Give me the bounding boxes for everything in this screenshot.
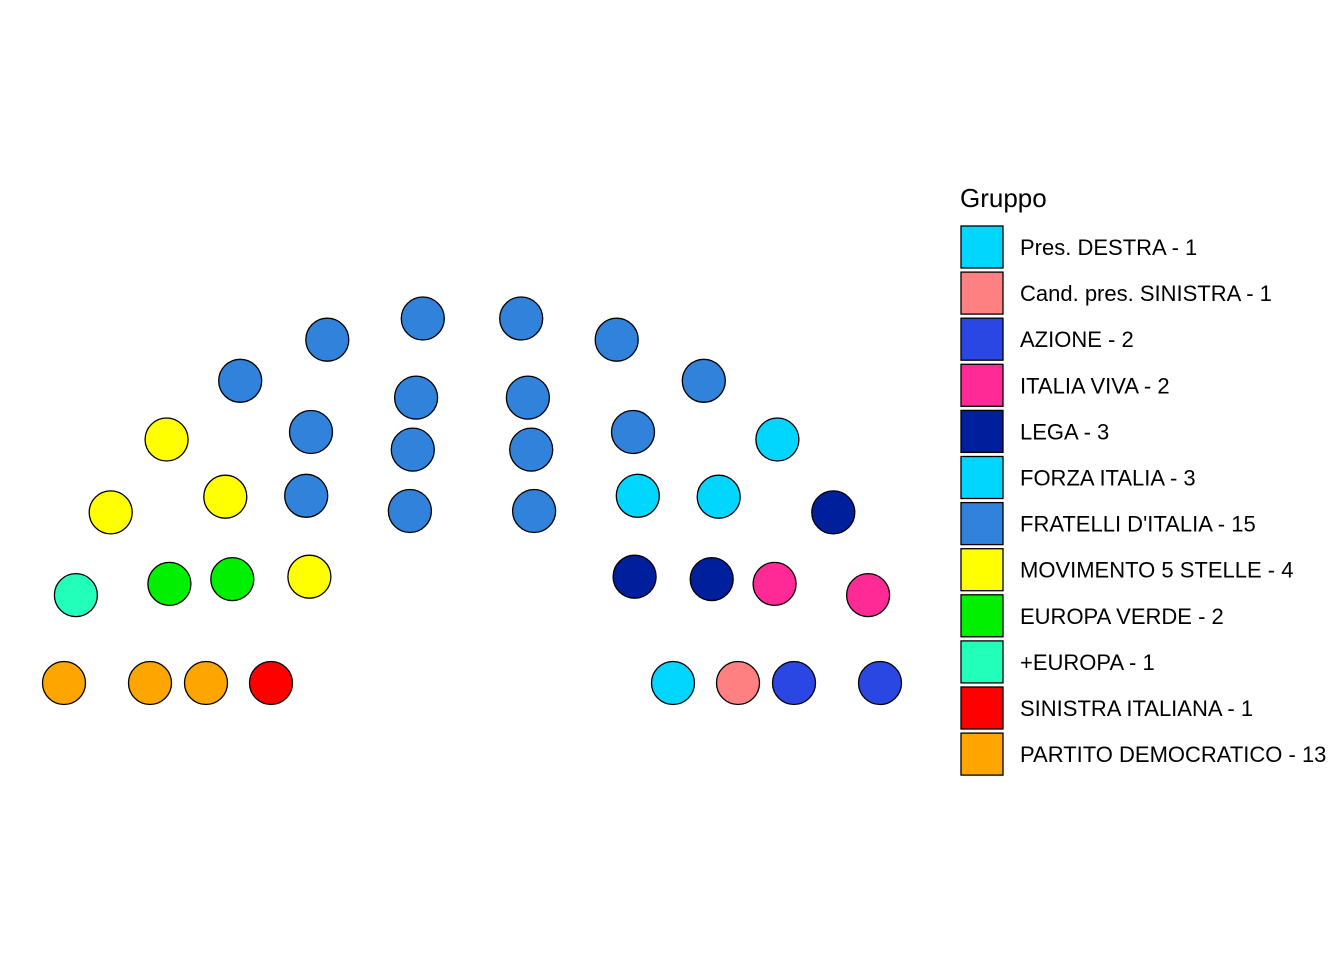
seat: [144, 417, 189, 462]
legend-key: [960, 271, 1004, 315]
legend-key: [960, 594, 1004, 638]
legend-title: Gruppo: [960, 183, 1047, 213]
legend-label: PARTITO DEMOCRATICO - 13: [1020, 742, 1326, 767]
legend-label: LEGA - 3: [1020, 419, 1109, 444]
legend-label: Pres. DESTRA - 1: [1020, 235, 1197, 260]
legend-label: AZIONE - 2: [1020, 327, 1134, 352]
seat: [287, 554, 332, 599]
seat: [696, 474, 741, 519]
seat: [857, 660, 903, 706]
seat: [400, 296, 445, 341]
legend-label: +EUROPA - 1: [1020, 650, 1155, 675]
legend-label: MOVIMENTO 5 STELLE - 4: [1020, 558, 1293, 583]
seat: [771, 660, 817, 706]
seat: [610, 409, 656, 455]
legend-key: [960, 225, 1004, 269]
legend-key: [960, 455, 1004, 500]
seat: [41, 660, 87, 706]
seat: [511, 488, 557, 534]
legend: Gruppo Pres. DESTRA - 1 Cand. pres. SINIS…: [960, 183, 1326, 776]
seat: [127, 660, 173, 706]
seat: [305, 317, 350, 362]
seat: [612, 554, 657, 599]
legend-key: [960, 363, 1004, 407]
seat: [499, 296, 544, 341]
seat: [203, 474, 248, 519]
legend-label: FRATELLI D'ITALIA - 15: [1020, 512, 1256, 537]
seat: [715, 660, 761, 706]
seats-layer: [41, 296, 903, 706]
seat: [594, 317, 639, 362]
legend-key: [960, 686, 1004, 730]
legend-label: EUROPA VERDE - 2: [1020, 604, 1224, 629]
seat: [88, 490, 133, 535]
seat: [509, 427, 554, 472]
seat: [650, 660, 696, 706]
legend-label: SINISTRA ITALIANA - 1: [1020, 696, 1253, 721]
seat: [505, 375, 551, 420]
legend-key: [960, 640, 1004, 684]
legend-key: [960, 732, 1004, 776]
seat: [53, 572, 99, 618]
seat: [387, 488, 433, 534]
seat: [288, 409, 334, 455]
legend-label: Cand. pres. SINISTRA - 1: [1020, 281, 1272, 306]
legend-label: ITALIA VIVA - 2: [1020, 373, 1170, 398]
legend-key: [960, 501, 1004, 546]
seat: [681, 358, 726, 403]
legend-key: [960, 317, 1004, 361]
seat: [689, 556, 734, 602]
seat: [218, 358, 263, 403]
legend-label: FORZA ITALIA - 3: [1020, 466, 1196, 491]
seat: [393, 375, 439, 420]
seat: [284, 473, 329, 518]
seat: [755, 417, 800, 462]
seat: [615, 473, 660, 518]
seat: [752, 561, 797, 607]
seat: [845, 572, 891, 618]
legend-key: [960, 409, 1004, 454]
legend-key: [960, 548, 1004, 592]
seat: [183, 660, 229, 706]
seat: [811, 490, 856, 535]
seat: [147, 561, 192, 607]
seat: [390, 427, 435, 472]
seat: [248, 660, 294, 706]
seat: [210, 556, 255, 602]
